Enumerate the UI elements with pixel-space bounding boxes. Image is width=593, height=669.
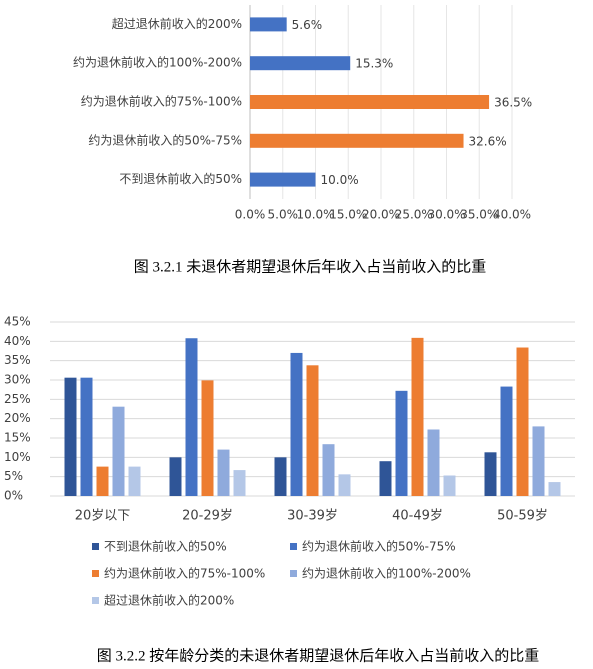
x-tick-label: 20岁以下 xyxy=(75,509,131,524)
x-tick-label: 25.0% xyxy=(395,208,433,222)
x-tick-label: 40.0% xyxy=(493,208,531,222)
bar xyxy=(548,482,561,496)
chart-caption: 图 3.2.1 未退休者期望退休后年收入占当前收入的比重 xyxy=(134,258,487,275)
bar xyxy=(379,461,392,496)
x-tick-label: 30-39岁 xyxy=(287,509,338,524)
bar xyxy=(96,466,109,496)
value-label: 15.3% xyxy=(355,57,393,71)
legend-label: 约为退休前收入的100%-200% xyxy=(302,566,471,581)
bar xyxy=(201,380,214,496)
y-tick-label: 约为退休前收入的50%-75% xyxy=(88,132,242,147)
bar xyxy=(250,133,464,148)
x-tick-label: 35.0% xyxy=(460,208,498,222)
bar xyxy=(532,426,545,496)
y-tick-label: 超过退休前收入的200% xyxy=(112,16,242,31)
y-tick-label: 0% xyxy=(4,489,23,503)
x-tick-label: 50-59岁 xyxy=(497,509,548,524)
x-tick-label: 40-49岁 xyxy=(392,509,443,524)
bar xyxy=(64,377,77,496)
bar xyxy=(395,390,408,496)
legend-label: 超过退休前收入的200% xyxy=(104,593,234,608)
legend-swatch xyxy=(290,543,297,550)
y-tick-label: 40% xyxy=(4,334,31,348)
bar xyxy=(128,466,141,496)
bar xyxy=(411,337,424,496)
bar xyxy=(443,475,456,496)
value-label: 32.6% xyxy=(469,134,507,148)
x-tick-label: 20.0% xyxy=(362,208,400,222)
y-tick-label: 不到退休前收入的50% xyxy=(119,171,242,186)
x-tick-label: 15.0% xyxy=(329,208,367,222)
bar xyxy=(500,386,513,496)
bar xyxy=(338,474,351,496)
bar xyxy=(427,429,440,496)
legend-swatch xyxy=(92,570,99,577)
value-label: 5.6% xyxy=(292,18,323,32)
bar xyxy=(185,338,198,496)
y-tick-label: 约为退休前收入的100%-200% xyxy=(73,55,242,70)
bar xyxy=(274,457,287,496)
legend-swatch xyxy=(92,543,99,550)
y-tick-label: 20% xyxy=(4,411,31,425)
bar xyxy=(322,444,335,496)
value-label: 10.0% xyxy=(321,173,359,187)
x-tick-label: 0.0% xyxy=(235,208,266,222)
x-tick-label: 5.0% xyxy=(268,208,299,222)
value-label: 36.5% xyxy=(494,96,532,110)
x-tick-label: 30.0% xyxy=(427,208,465,222)
legend-label: 约为退休前收入的75%-100% xyxy=(104,566,265,581)
bar xyxy=(306,365,319,496)
bar xyxy=(112,406,125,496)
bar xyxy=(217,449,230,496)
bar xyxy=(516,347,529,496)
y-tick-label: 5% xyxy=(4,469,23,483)
bar xyxy=(484,452,497,496)
y-tick-label: 约为退休前收入的75%-100% xyxy=(81,94,242,109)
bar xyxy=(233,470,246,496)
bar xyxy=(169,457,182,496)
chart-caption: 图 3.2.2 按年龄分类的未退休者期望退休后年收入占当前收入的比重 xyxy=(97,647,540,664)
legend-label: 不到退休前收入的50% xyxy=(104,539,227,554)
legend-swatch xyxy=(92,597,99,604)
y-tick-label: 25% xyxy=(4,392,31,406)
y-tick-label: 15% xyxy=(4,431,31,445)
bar xyxy=(80,377,93,496)
y-tick-label: 35% xyxy=(4,353,31,367)
x-tick-label: 10.0% xyxy=(296,208,334,222)
y-tick-label: 10% xyxy=(4,450,31,464)
x-tick-label: 20-29岁 xyxy=(182,509,233,524)
bar xyxy=(250,56,351,71)
bar xyxy=(290,352,303,496)
bar xyxy=(250,172,316,187)
bar xyxy=(250,95,490,109)
y-tick-label: 45% xyxy=(4,315,31,329)
legend-label: 约为退休前收入的50%-75% xyxy=(302,539,456,554)
y-tick-label: 30% xyxy=(4,373,31,387)
legend-swatch xyxy=(290,570,297,577)
bar xyxy=(250,17,287,32)
